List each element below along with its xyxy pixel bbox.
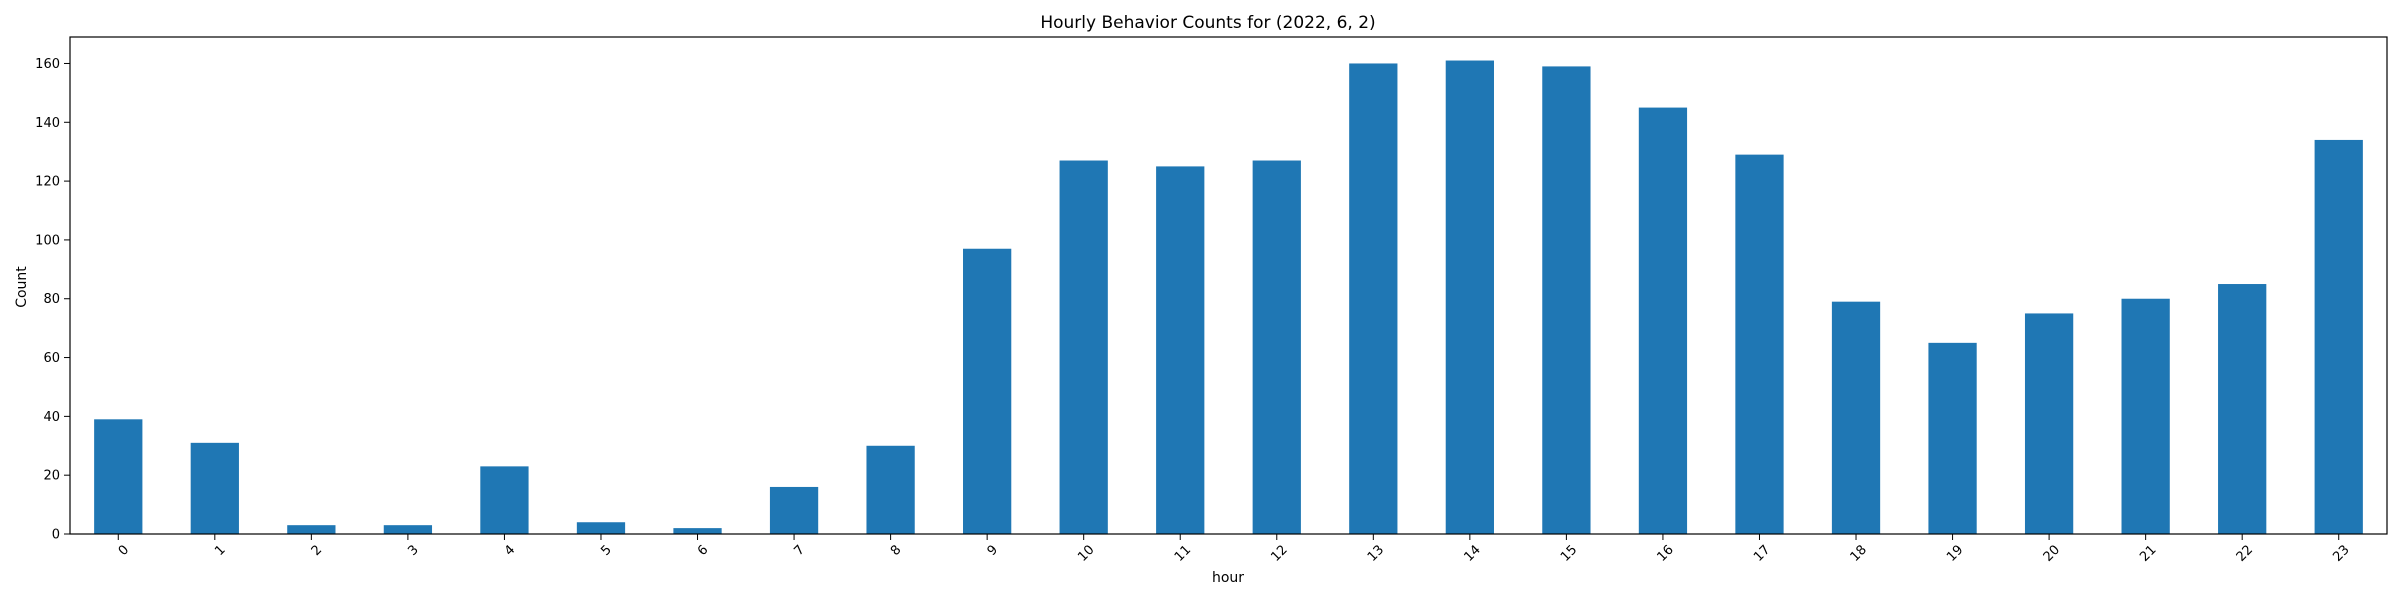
chart-title: Hourly Behavior Counts for (2022, 6, 2) [1040,13,1375,33]
y-tick-label-100: 100 [35,233,60,248]
y-tick-label-0: 0 [52,528,60,543]
bar-5 [576,522,626,534]
bar-23 [2314,139,2363,534]
bar-16 [1638,107,1688,534]
y-tick-label-160: 160 [35,57,60,72]
bar-18 [1831,301,1881,534]
bar-22 [2218,284,2267,534]
bar-6 [673,528,722,534]
bar-15 [1542,66,1591,534]
y-tick-label-20: 20 [43,469,60,484]
bar-2 [287,525,336,534]
bar-9 [963,248,1012,535]
bar-12 [1252,160,1301,535]
bar-0 [94,419,143,534]
y-tick-label-140: 140 [35,116,60,131]
bar-8 [866,445,915,534]
bar-1 [190,442,239,534]
y-tick-label-40: 40 [43,410,60,425]
bar-3 [383,525,433,534]
bar-11 [1156,166,1205,534]
y-tick-label-60: 60 [43,351,60,366]
axes-frame [69,36,2388,535]
bar-14 [1445,60,1494,535]
bar-10 [1059,160,1108,535]
y-tick-label-120: 120 [35,175,60,190]
bar-13 [1349,63,1398,534]
bar-17 [1735,154,1784,535]
bar-19 [1928,342,1977,534]
y-tick-label-80: 80 [43,292,60,307]
y-axis-label: Count [14,266,30,308]
bar-20 [2024,313,2074,534]
bar-4 [480,466,529,534]
bar-21 [2121,298,2170,534]
x-axis-label: hour [1212,570,1244,586]
bar-7 [769,486,819,534]
